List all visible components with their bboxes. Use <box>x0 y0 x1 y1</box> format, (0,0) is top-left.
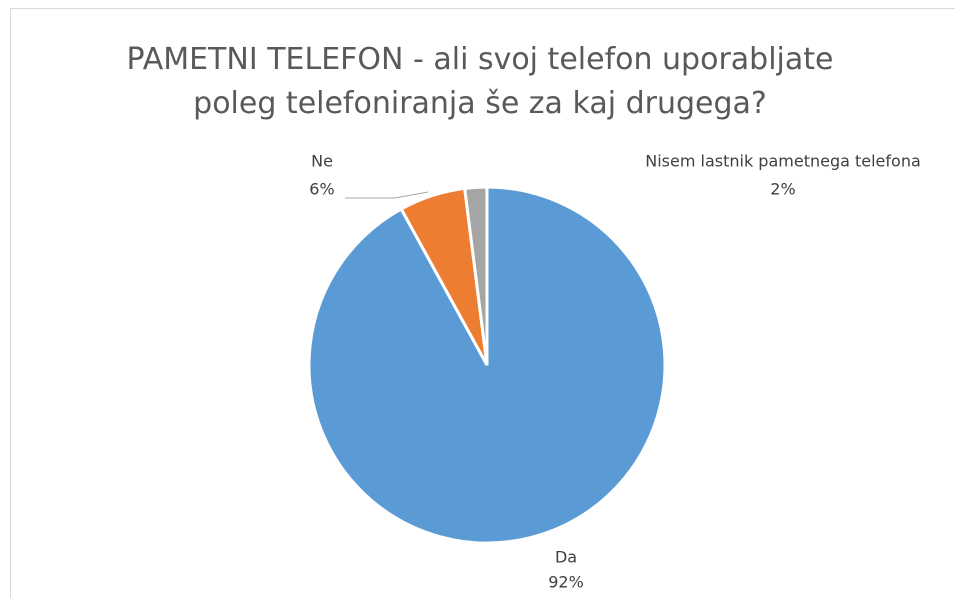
slice-value-label: 2% <box>770 180 795 199</box>
slice-value-label: 92% <box>548 573 584 592</box>
chart-title: PAMETNI TELEFON - ali svoj telefon upora… <box>126 42 834 121</box>
slice-label: Ne <box>311 152 333 171</box>
pie-slice <box>463 185 489 366</box>
pie-slice <box>307 185 667 545</box>
slice-label: Nisem lastnik pametnega telefona <box>645 152 921 171</box>
slice-value-label: 6% <box>309 180 334 199</box>
slice-label: Da <box>555 548 577 567</box>
leader-line <box>345 191 429 199</box>
chart-border <box>10 8 955 598</box>
